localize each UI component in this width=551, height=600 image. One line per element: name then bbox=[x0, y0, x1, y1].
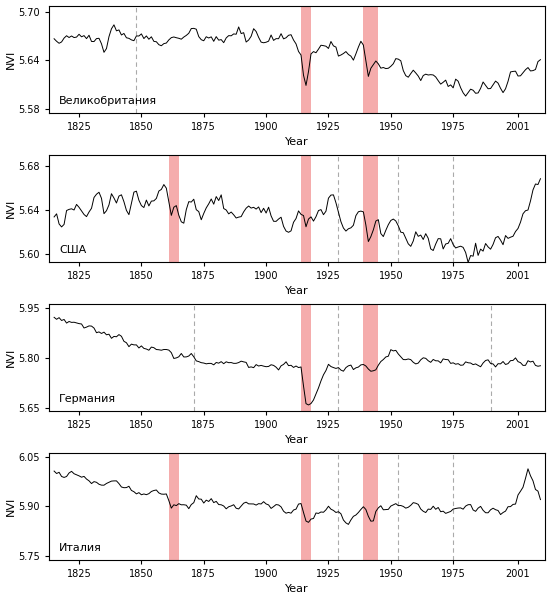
Bar bbox=[363, 452, 379, 560]
Bar bbox=[363, 5, 379, 113]
Text: Великобритания: Великобритания bbox=[59, 97, 157, 106]
Bar bbox=[169, 452, 179, 560]
X-axis label: Year: Year bbox=[285, 137, 309, 148]
Y-axis label: NVI: NVI bbox=[6, 347, 15, 367]
Bar bbox=[363, 304, 379, 411]
Bar bbox=[169, 155, 179, 262]
Bar bbox=[301, 452, 311, 560]
Bar bbox=[301, 155, 311, 262]
Bar bbox=[301, 5, 311, 113]
Bar bbox=[301, 304, 311, 411]
Bar bbox=[363, 155, 379, 262]
Y-axis label: NVI: NVI bbox=[6, 497, 15, 516]
Y-axis label: NVI: NVI bbox=[6, 199, 16, 218]
Y-axis label: NVI: NVI bbox=[6, 50, 15, 69]
X-axis label: Year: Year bbox=[285, 584, 309, 595]
Text: Германия: Германия bbox=[59, 394, 116, 404]
X-axis label: Year: Year bbox=[285, 436, 309, 445]
X-axis label: Year: Year bbox=[285, 286, 309, 296]
Text: Италия: Италия bbox=[59, 544, 102, 553]
Text: США: США bbox=[59, 245, 87, 256]
